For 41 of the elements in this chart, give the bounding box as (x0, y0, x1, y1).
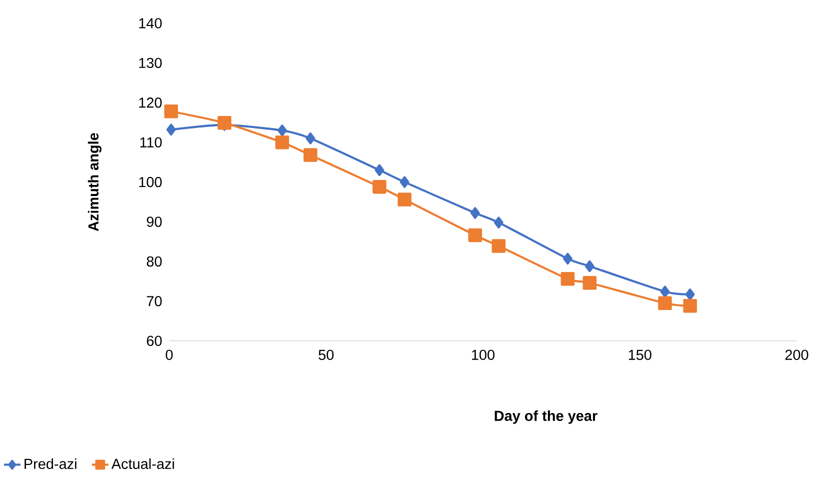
point (492, 238, 506, 253)
y-tick-label: 100 (139, 176, 162, 188)
point (275, 135, 290, 150)
point (563, 252, 572, 264)
y-tick-label: 120 (139, 97, 162, 108)
point (468, 228, 482, 242)
point (400, 176, 410, 188)
legend-label: Actual-azi (111, 458, 174, 469)
y-axis-title: Azimuth angle (88, 132, 102, 232)
point (470, 206, 480, 219)
point (494, 216, 504, 228)
point (584, 260, 594, 272)
point (660, 286, 670, 298)
point (374, 164, 384, 176)
x-tick-label: 150 (628, 350, 652, 360)
legend-label: Pred-azi (24, 458, 76, 469)
point (164, 104, 178, 118)
y-tick-label: 70 (146, 296, 162, 306)
point (658, 296, 672, 310)
point (306, 132, 316, 144)
x-tick-label: 200 (785, 350, 808, 360)
x-tick-label: 50 (318, 350, 334, 360)
y-tick-label: 140 (139, 18, 162, 28)
point (304, 148, 318, 162)
point (277, 124, 287, 136)
point (166, 124, 176, 136)
y-tick-label: 130 (139, 58, 162, 68)
point (560, 272, 575, 286)
y-tick-label: 80 (146, 256, 162, 266)
point (398, 192, 412, 206)
y-tick-label: 90 (146, 216, 162, 227)
y-tick-label: 60 (146, 336, 162, 346)
y-tick-label: 110 (140, 137, 162, 148)
x-axis-title: Day of the year (494, 410, 598, 424)
x-tick-label: 100 (472, 350, 494, 360)
point (372, 180, 386, 194)
point (685, 288, 695, 300)
point (218, 116, 232, 130)
x-tick-label: 0 (166, 350, 173, 360)
point (683, 298, 697, 313)
point (582, 276, 597, 290)
